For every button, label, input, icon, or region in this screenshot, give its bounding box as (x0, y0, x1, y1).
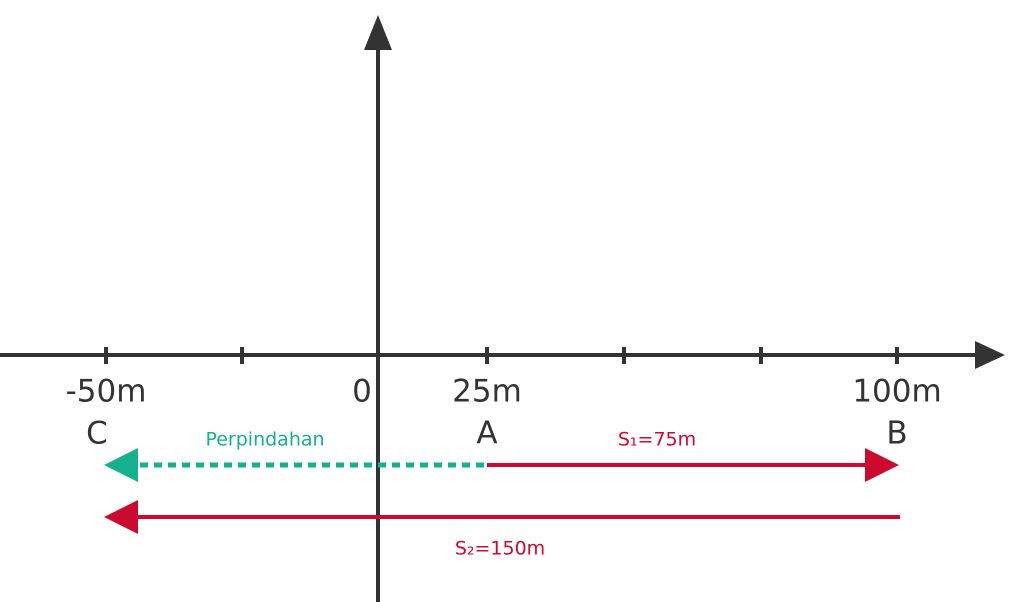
point-label: C (86, 416, 108, 452)
distance-arrow (865, 448, 899, 482)
ticks (104, 347, 899, 364)
axis-label: 100m (852, 374, 941, 410)
displacement-label: Perpindahan (205, 429, 324, 451)
distance-arrow (104, 500, 138, 534)
x-axis-arrow (975, 341, 1005, 369)
point-label: B (886, 416, 907, 452)
axis-label: -50m (66, 374, 147, 410)
distance-label: S₁=75m (618, 429, 696, 451)
axis-label: 25m (452, 374, 522, 410)
distance-label: S₂=150m (455, 538, 545, 560)
axis-label: 0 (352, 374, 372, 410)
displacement-arrow (104, 448, 138, 482)
point-label: A (476, 416, 497, 452)
y-axis-arrow (364, 15, 392, 50)
